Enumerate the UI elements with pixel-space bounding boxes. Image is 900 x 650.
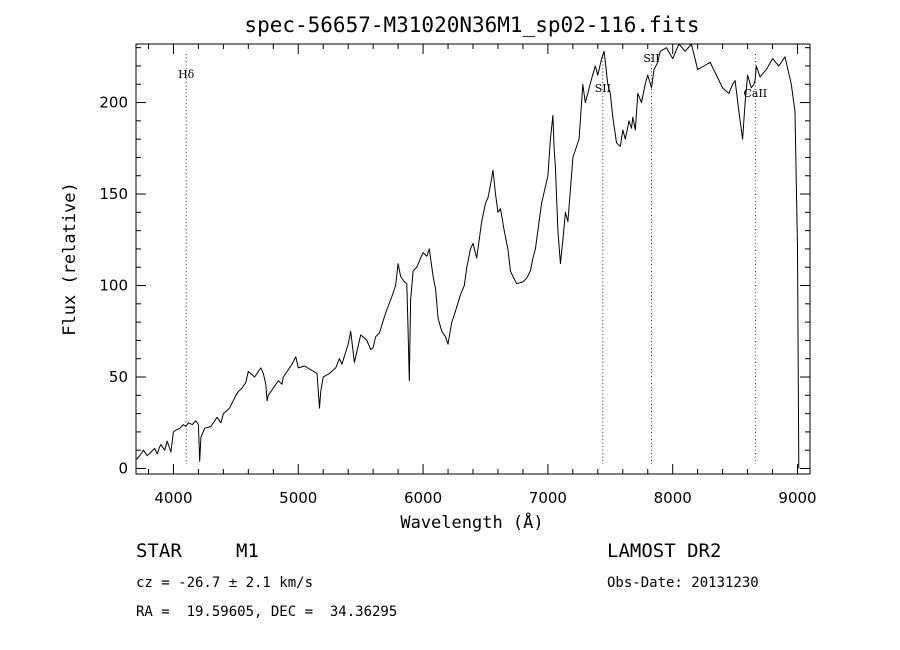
chart-title: spec-56657-M31020N36M1_sp02-116.fits xyxy=(244,13,699,37)
y-tick-label: 50 xyxy=(109,368,128,386)
x-axis-label: Wavelength (Å) xyxy=(400,511,543,533)
y-tick-label: 100 xyxy=(99,277,128,295)
x-tick-label: 9000 xyxy=(778,489,816,507)
spectral-line-label: CaII xyxy=(743,87,767,100)
plot-frame xyxy=(135,43,811,475)
obs-date: Obs-Date: 20131230 xyxy=(607,575,759,591)
subclass: M1 xyxy=(236,540,259,562)
spectral-line-label: SII xyxy=(595,82,611,95)
y-tick-label: 200 xyxy=(99,94,128,112)
x-tick-label: 8000 xyxy=(654,489,692,507)
y-tick-label: 0 xyxy=(118,460,128,478)
y-tick-label: 150 xyxy=(99,185,128,203)
x-tick-label: 7000 xyxy=(529,489,567,507)
survey-name: LAMOST DR2 xyxy=(607,540,722,562)
x-tick-label: 6000 xyxy=(404,489,442,507)
y-axis-ticks: 0 50 100 150 200 xyxy=(99,47,810,478)
spectral-line-label: Hδ xyxy=(178,68,195,81)
object-type: STAR xyxy=(136,540,182,562)
y-axis-label: Flux (relative) xyxy=(60,182,80,336)
x-tick-label: 5000 xyxy=(279,489,317,507)
spectrum-line xyxy=(136,43,800,469)
x-axis-ticks: 4000 5000 6000 7000 8000 9000 xyxy=(147,44,817,507)
redshift-cz: cz = -26.7 ± 2.1 km/s xyxy=(136,575,314,591)
line-markers: Hδ SII SII CaII xyxy=(178,52,767,464)
coordinates: RA = 19.59605, DEC = 34.36295 xyxy=(136,604,398,620)
spectral-line-label: SII xyxy=(643,52,659,65)
x-tick-label: 4000 xyxy=(154,489,192,507)
